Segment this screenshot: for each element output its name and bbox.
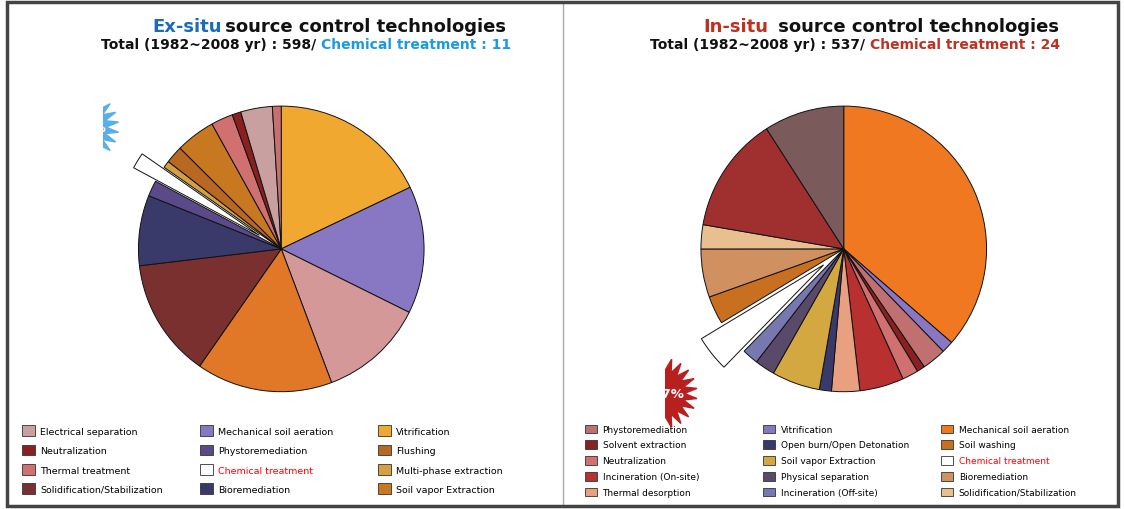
Wedge shape	[701, 225, 844, 249]
Text: Multi-phase extraction: Multi-phase extraction	[396, 466, 503, 475]
FancyBboxPatch shape	[585, 440, 597, 449]
FancyBboxPatch shape	[200, 464, 213, 475]
Text: Chemical treatment : 11: Chemical treatment : 11	[321, 38, 511, 52]
Wedge shape	[756, 249, 844, 374]
Wedge shape	[773, 249, 844, 390]
Wedge shape	[819, 249, 844, 391]
FancyBboxPatch shape	[585, 425, 597, 434]
Wedge shape	[709, 249, 844, 323]
FancyBboxPatch shape	[940, 472, 954, 480]
FancyBboxPatch shape	[200, 484, 213, 494]
Wedge shape	[140, 249, 281, 366]
FancyBboxPatch shape	[22, 445, 35, 456]
Wedge shape	[232, 112, 281, 249]
FancyBboxPatch shape	[585, 488, 597, 496]
FancyBboxPatch shape	[763, 472, 775, 480]
Text: Total (1982~2008 yr) : 537/: Total (1982~2008 yr) : 537/	[650, 38, 871, 52]
Text: Physical separation: Physical separation	[781, 472, 869, 481]
FancyBboxPatch shape	[378, 426, 391, 436]
FancyBboxPatch shape	[585, 472, 597, 480]
Text: source control technologies: source control technologies	[772, 18, 1059, 36]
Text: Chemical treatment : 24: Chemical treatment : 24	[870, 38, 1060, 52]
Wedge shape	[744, 249, 844, 362]
Wedge shape	[180, 125, 281, 249]
FancyBboxPatch shape	[940, 425, 954, 434]
Text: Bioremediation: Bioremediation	[218, 485, 290, 494]
Wedge shape	[281, 107, 411, 249]
Wedge shape	[212, 116, 281, 249]
Wedge shape	[199, 249, 332, 392]
Text: source control technologies: source control technologies	[219, 18, 506, 36]
Text: Open burn/Open Detonation: Open burn/Open Detonation	[781, 440, 909, 449]
FancyBboxPatch shape	[763, 488, 775, 496]
Text: Solidification/Stabilization: Solidification/Stabilization	[40, 485, 163, 494]
Text: Vitrification: Vitrification	[781, 425, 832, 434]
Text: Neutralization: Neutralization	[40, 446, 107, 456]
FancyBboxPatch shape	[378, 484, 391, 494]
Text: Ex-situ: Ex-situ	[152, 18, 222, 36]
FancyBboxPatch shape	[585, 456, 597, 465]
FancyBboxPatch shape	[378, 445, 391, 456]
FancyBboxPatch shape	[763, 440, 775, 449]
Wedge shape	[701, 249, 844, 297]
Wedge shape	[844, 249, 952, 352]
Text: Mechanical soil aeration: Mechanical soil aeration	[218, 428, 333, 436]
Wedge shape	[272, 107, 281, 249]
Wedge shape	[241, 107, 281, 249]
FancyBboxPatch shape	[200, 426, 213, 436]
Text: 1.83%: 1.83%	[61, 122, 106, 134]
Text: Mechanical soil aeration: Mechanical soil aeration	[958, 425, 1069, 434]
Polygon shape	[47, 92, 118, 163]
Text: Soil washing: Soil washing	[958, 440, 1016, 449]
Text: Chemical treatment: Chemical treatment	[958, 456, 1050, 465]
Text: Electrical separation: Electrical separation	[40, 428, 137, 436]
Wedge shape	[169, 149, 281, 249]
Wedge shape	[844, 249, 943, 367]
FancyBboxPatch shape	[200, 445, 213, 456]
Wedge shape	[148, 182, 281, 249]
Wedge shape	[844, 249, 903, 391]
Text: Thermal desorption: Thermal desorption	[603, 488, 691, 497]
FancyBboxPatch shape	[940, 488, 954, 496]
FancyBboxPatch shape	[378, 464, 391, 475]
FancyBboxPatch shape	[940, 440, 954, 449]
Text: Chemical treatment: Chemical treatment	[218, 466, 313, 475]
Wedge shape	[703, 129, 844, 249]
Text: Solvent extraction: Solvent extraction	[603, 440, 686, 449]
FancyBboxPatch shape	[22, 426, 35, 436]
Wedge shape	[281, 249, 410, 383]
Text: Vitrification: Vitrification	[396, 428, 451, 436]
Text: Flushing: Flushing	[396, 446, 435, 456]
Text: Soil vapor Extraction: Soil vapor Extraction	[396, 485, 495, 494]
FancyBboxPatch shape	[763, 456, 775, 465]
Text: Total (1982~2008 yr) : 598/: Total (1982~2008 yr) : 598/	[101, 38, 322, 52]
Text: Incineration (Off-site): Incineration (Off-site)	[781, 488, 878, 497]
Polygon shape	[627, 358, 698, 429]
Text: In-situ: In-situ	[703, 18, 768, 36]
Wedge shape	[831, 249, 860, 392]
Wedge shape	[164, 162, 281, 249]
Text: Phystoremediation: Phystoremediation	[603, 425, 687, 434]
Text: Neutralization: Neutralization	[603, 456, 666, 465]
Wedge shape	[844, 249, 925, 372]
Wedge shape	[281, 188, 424, 313]
Wedge shape	[844, 249, 917, 379]
Text: Soil vapor Extraction: Soil vapor Extraction	[781, 456, 875, 465]
FancyBboxPatch shape	[940, 456, 954, 465]
FancyBboxPatch shape	[763, 425, 775, 434]
FancyBboxPatch shape	[22, 464, 35, 475]
Wedge shape	[844, 107, 987, 343]
Text: 4.47%: 4.47%	[639, 387, 684, 400]
FancyBboxPatch shape	[22, 484, 35, 494]
Text: Phystoremediation: Phystoremediation	[218, 446, 307, 456]
Text: Solidification/Stabilization: Solidification/Stabilization	[958, 488, 1077, 497]
Text: Bioremediation: Bioremediation	[958, 472, 1028, 481]
Wedge shape	[766, 107, 844, 249]
Wedge shape	[138, 196, 281, 266]
Wedge shape	[134, 155, 260, 236]
Text: Thermal treatment: Thermal treatment	[40, 466, 130, 475]
Text: Incineration (On-site): Incineration (On-site)	[603, 472, 699, 481]
Wedge shape	[701, 265, 824, 367]
